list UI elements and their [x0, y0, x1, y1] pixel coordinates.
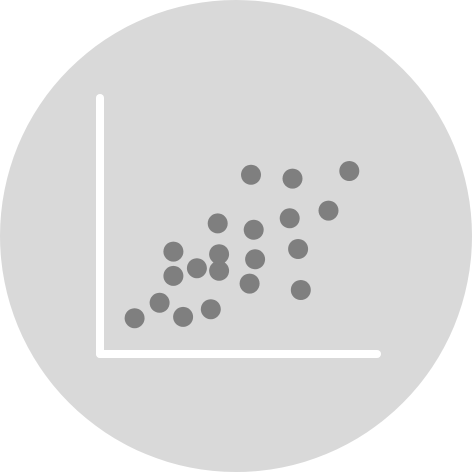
data-point-20: [339, 161, 360, 181]
data-point-12: [207, 213, 228, 234]
data-point-7: [209, 260, 230, 281]
data-point-8: [163, 241, 184, 262]
data-point-10: [239, 273, 260, 294]
data-point-1: [124, 308, 145, 329]
data-point-14: [279, 208, 300, 229]
data-point-17: [241, 164, 261, 185]
data-point-15: [288, 239, 309, 259]
data-point-4: [200, 299, 221, 320]
data-point-2: [149, 292, 170, 313]
data-point-3: [173, 306, 194, 327]
data-point-11: [245, 249, 266, 270]
data-point-13: [243, 219, 264, 240]
data-point-18: [282, 168, 303, 189]
data-point-5: [163, 265, 184, 286]
data-point-6: [186, 258, 207, 279]
data-point-9: [209, 244, 230, 265]
axes: [96, 94, 381, 358]
data-points: [124, 161, 360, 329]
data-point-19: [318, 200, 339, 221]
data-point-16: [290, 280, 311, 300]
